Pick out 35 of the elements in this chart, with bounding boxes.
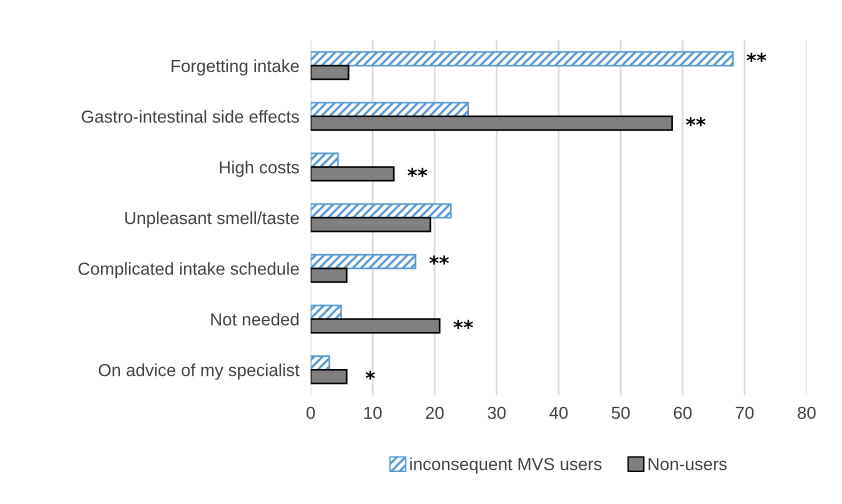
y-tick-label: Complicated intake schedule bbox=[78, 262, 299, 278]
bar bbox=[310, 368, 348, 384]
bar bbox=[310, 166, 395, 182]
annotation: ** bbox=[686, 117, 706, 126]
y-tick-label: Unpleasant smell/taste bbox=[125, 211, 299, 228]
y-tick-label: Forgetting intake bbox=[172, 59, 299, 76]
x-tick-label: 10 bbox=[364, 406, 382, 419]
y-tick-label: Not needed bbox=[211, 312, 298, 326]
bar bbox=[310, 216, 432, 232]
y-tick-label: On advice of my specialist bbox=[98, 364, 300, 380]
bar bbox=[310, 51, 734, 66]
x-tick-label: 50 bbox=[612, 406, 630, 419]
annotation: ** bbox=[408, 168, 428, 177]
x-tick-label: 20 bbox=[426, 406, 444, 419]
x-tick-label: 60 bbox=[674, 406, 692, 419]
bar bbox=[310, 203, 452, 219]
y-tick-label: High costs bbox=[220, 160, 299, 177]
legend-label: Non-users bbox=[648, 458, 727, 470]
x-tick-label: 40 bbox=[549, 406, 568, 419]
x-tick-label: 30 bbox=[488, 406, 506, 419]
bar bbox=[310, 304, 342, 320]
x-tick-label: 80 bbox=[798, 406, 816, 419]
annotation: ** bbox=[453, 320, 474, 329]
x-tick-label: 70 bbox=[736, 406, 754, 419]
annotation: * bbox=[366, 370, 375, 380]
bar bbox=[310, 116, 673, 131]
y-tick-label: Gastro-intestinal side effects bbox=[82, 110, 299, 123]
annotation: ** bbox=[746, 52, 766, 62]
bar bbox=[310, 318, 440, 334]
annotation: ** bbox=[429, 256, 449, 265]
bar bbox=[310, 268, 348, 283]
x-tick-label: 0 bbox=[306, 406, 315, 419]
legend-label: inconsequent MVS users bbox=[410, 458, 602, 474]
bar bbox=[310, 64, 350, 80]
bar bbox=[310, 254, 416, 270]
